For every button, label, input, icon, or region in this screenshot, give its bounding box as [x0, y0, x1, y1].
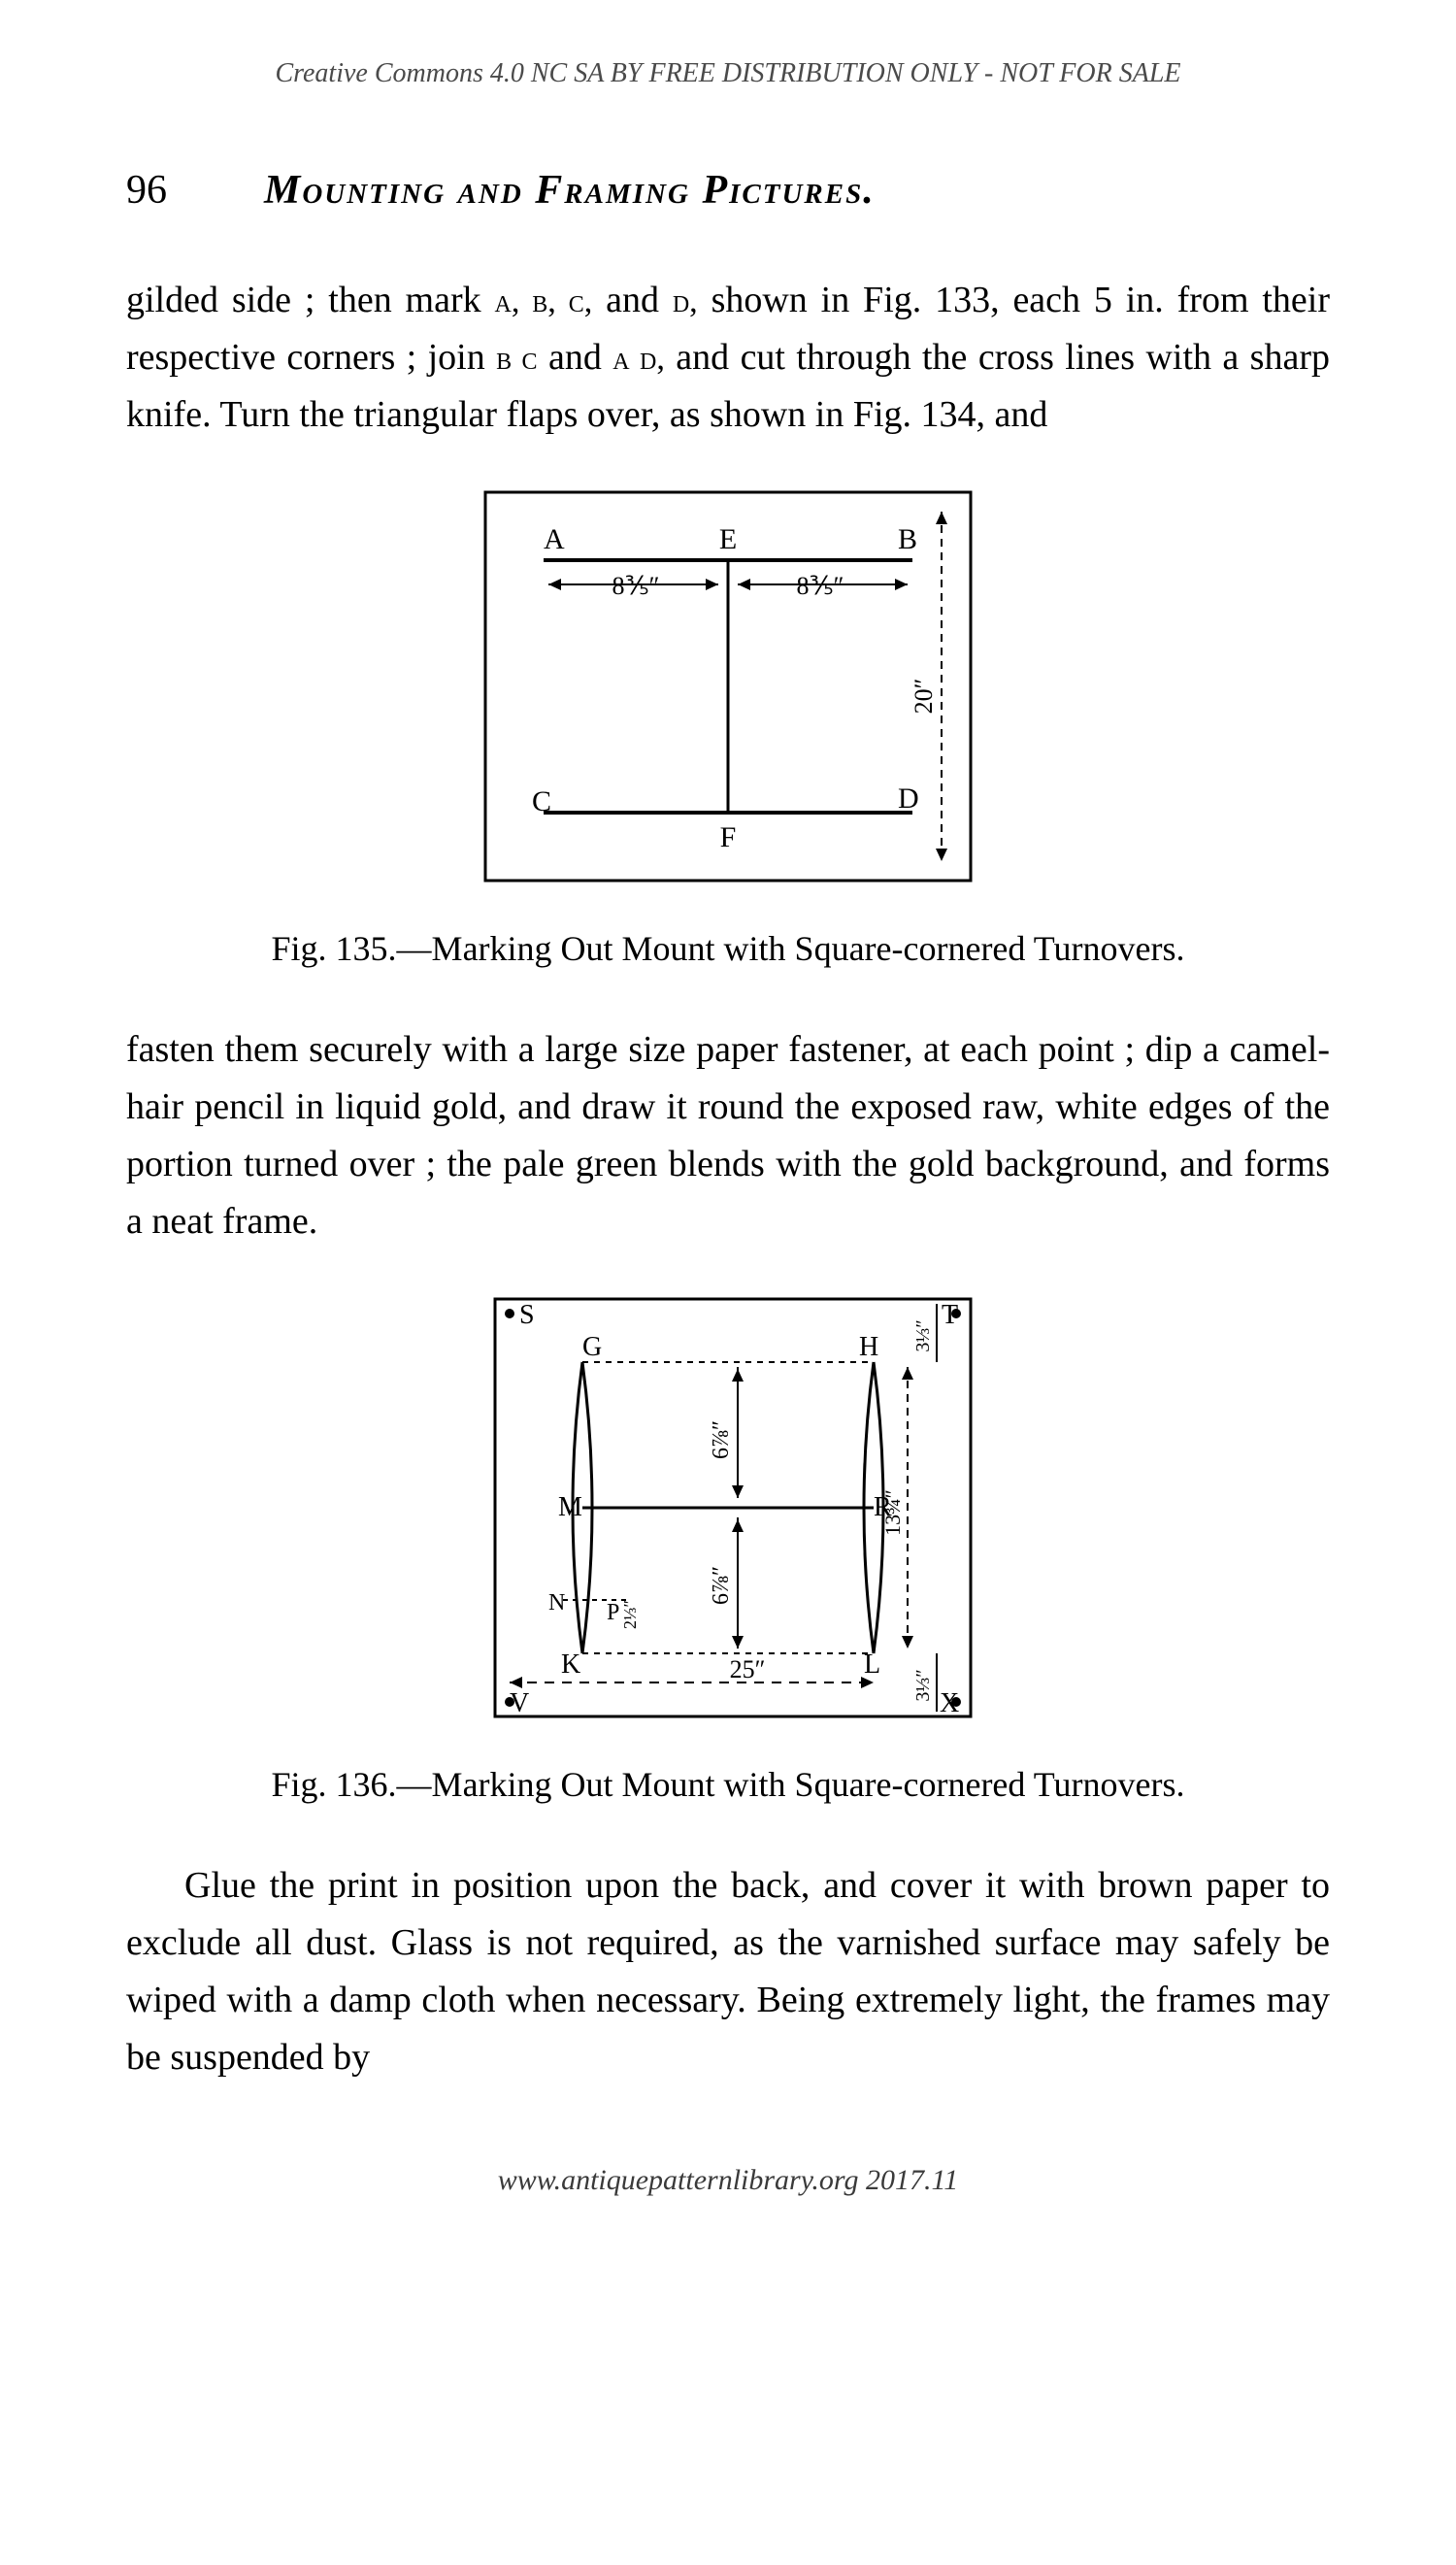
para1-d: d,: [673, 283, 698, 319]
fig136-label-G: G: [582, 1332, 602, 1362]
fig135-label-F: F: [720, 821, 737, 853]
fig136-label-H: H: [859, 1332, 878, 1362]
para1-abc: a, b, c,: [495, 283, 593, 319]
fig136-label-V: V: [510, 1688, 529, 1718]
figure-136: S T V X G H M R K L N P 6⅞″ 6⅞″ 25″ 13¾″…: [126, 1280, 1330, 1741]
para1-mid3: and: [538, 337, 613, 378]
fig135-dim-left: 8⅗″: [612, 572, 659, 600]
fig136-label-X: X: [940, 1688, 959, 1718]
fig136-diagram: S T V X G H M R K L N P 6⅞″ 6⅞″ 25″ 13¾″…: [456, 1280, 1000, 1736]
para1-text: gilded side ; then mark: [126, 280, 495, 320]
fig136-label-M: M: [558, 1492, 582, 1522]
license-notice: Creative Commons 4.0 NC SA BY FREE DISTR…: [126, 58, 1330, 89]
para1-mid1: and: [592, 280, 673, 320]
fig136-dim-th: 6⅞″: [709, 1420, 734, 1459]
fig136-label-N: N: [548, 1590, 565, 1616]
para1-bc: b c: [496, 341, 537, 377]
fig136-dim-tr: 3⅓″: [912, 1319, 934, 1351]
fig136-label-P: P: [607, 1600, 619, 1625]
fig136-label-L: L: [864, 1649, 880, 1680]
fig136-dim-small: 2⅓″: [620, 1600, 640, 1629]
fig135-label-B: B: [898, 523, 917, 555]
fig136-dim-25: 25″: [730, 1655, 766, 1683]
fig135-label-C: C: [532, 785, 551, 817]
footer-url: www.antiquepatternlibrary.org 2017.11: [126, 2164, 1330, 2197]
fig135-label-E: E: [719, 523, 737, 555]
fig135-dim-v: 20″: [910, 678, 938, 714]
fig135-label-A: A: [544, 523, 565, 555]
fig135-dim-right: 8⅗″: [796, 572, 844, 600]
paragraph-3: Glue the print in position upon the back…: [126, 1857, 1330, 2086]
fig136-label-T: T: [942, 1300, 958, 1330]
fig136-label-S: S: [519, 1300, 535, 1330]
page-number: 96: [126, 167, 167, 214]
fig136-dim-right: 13¾″: [880, 1489, 905, 1536]
chapter-title: Mounting and Framing Pictures.: [264, 167, 876, 214]
fig136-dim-bh: 6⅞″: [709, 1566, 734, 1605]
page-container: Creative Commons 4.0 NC SA BY FREE DISTR…: [0, 0, 1456, 2565]
fig136-caption: Fig. 136.—Marking Out Mount with Square-…: [126, 1760, 1330, 1809]
paragraph-1: gilded side ; then mark a, b, c, and d, …: [126, 272, 1330, 444]
fig135-label-D: D: [898, 783, 919, 815]
fig135-diagram: A E B C F D 8⅗″ 8⅗″ 20″: [456, 473, 1000, 900]
fig135-caption: Fig. 135.—Marking Out Mount with Square-…: [126, 924, 1330, 973]
fig136-dim-br: 3⅓″: [912, 1669, 934, 1701]
paragraph-2: fasten them securely with a large size p…: [126, 1021, 1330, 1250]
fig136-label-K: K: [561, 1649, 580, 1680]
figure-135: A E B C F D 8⅗″ 8⅗″ 20″: [126, 473, 1330, 905]
para1-ad: a d,: [612, 341, 665, 377]
page-header: 96 Mounting and Framing Pictures.: [126, 167, 1330, 214]
